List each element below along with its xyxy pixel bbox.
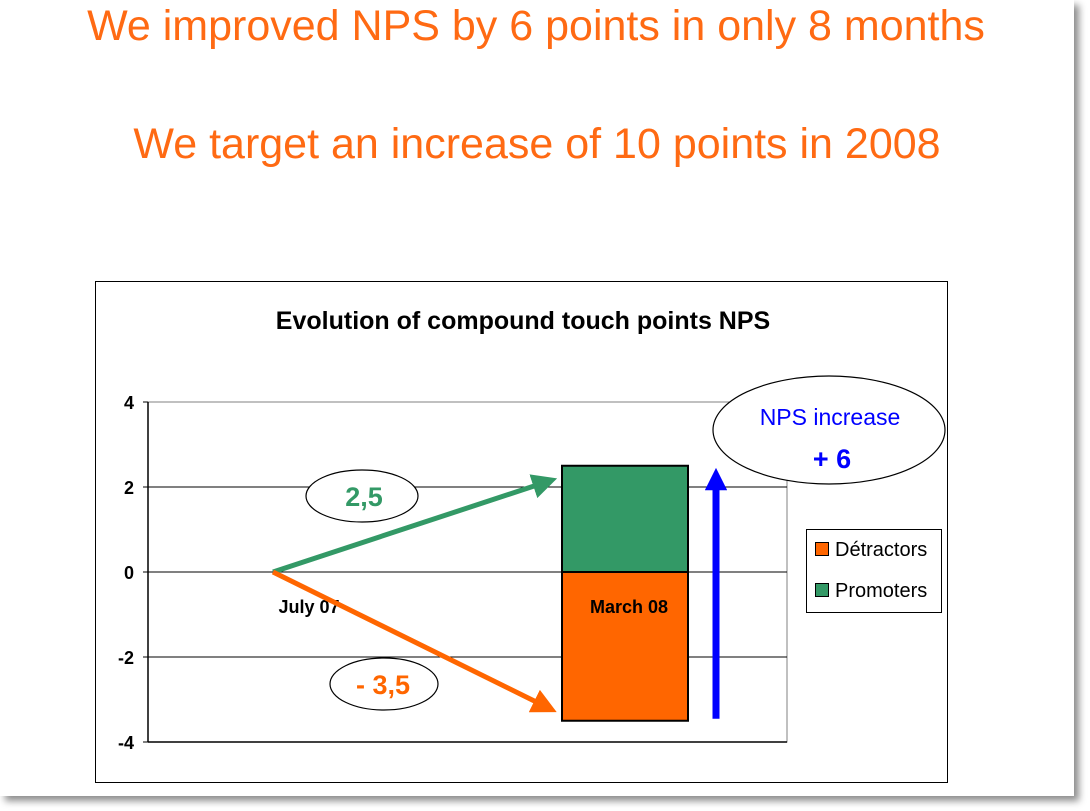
nps-increase-callout: [712, 375, 946, 485]
category-label: July 07: [278, 597, 339, 617]
legend-item-detractors: Détractors: [815, 539, 927, 561]
promoter-change-arrow: [272, 474, 558, 575]
y-tick-label: 4: [124, 393, 134, 413]
bar-promoters-1: [561, 464, 689, 573]
detractor-change-callout: [329, 657, 439, 711]
y-tick-label: -2: [118, 648, 134, 668]
legend-swatch-detractors: [815, 541, 829, 556]
legend-label-promoters: Promoters: [835, 580, 928, 602]
legend-swatch-promoters: [815, 582, 829, 597]
legend-label-detractors: Détractors: [835, 539, 928, 561]
bar-dtractors-1: [561, 571, 689, 722]
y-tick-label: 0: [124, 563, 134, 583]
y-tick-label: 2: [124, 478, 134, 498]
nps-increase-title: NPS increase: [760, 404, 901, 430]
nps-increase-value: + 6: [813, 444, 851, 474]
slide-subheadline: We target an increase of 10 points in 20…: [133, 120, 941, 168]
category-label: March 08: [590, 597, 668, 617]
legend-item-promoters: Promoters: [815, 580, 927, 602]
slide-headline: We improved NPS by 6 points in only 8 mo…: [87, 2, 985, 50]
detractor-change-arrow: [271, 569, 557, 713]
chart-title: Evolution of compound touch points NPS: [276, 307, 770, 335]
promoter-change-callout: [305, 469, 419, 523]
promoter-change-label: 2,5: [345, 482, 383, 512]
detractor-change-label: - 3,5: [356, 670, 410, 700]
y-tick-label: -4: [118, 733, 134, 753]
chart-legend: Détractors Promoters: [806, 529, 942, 613]
